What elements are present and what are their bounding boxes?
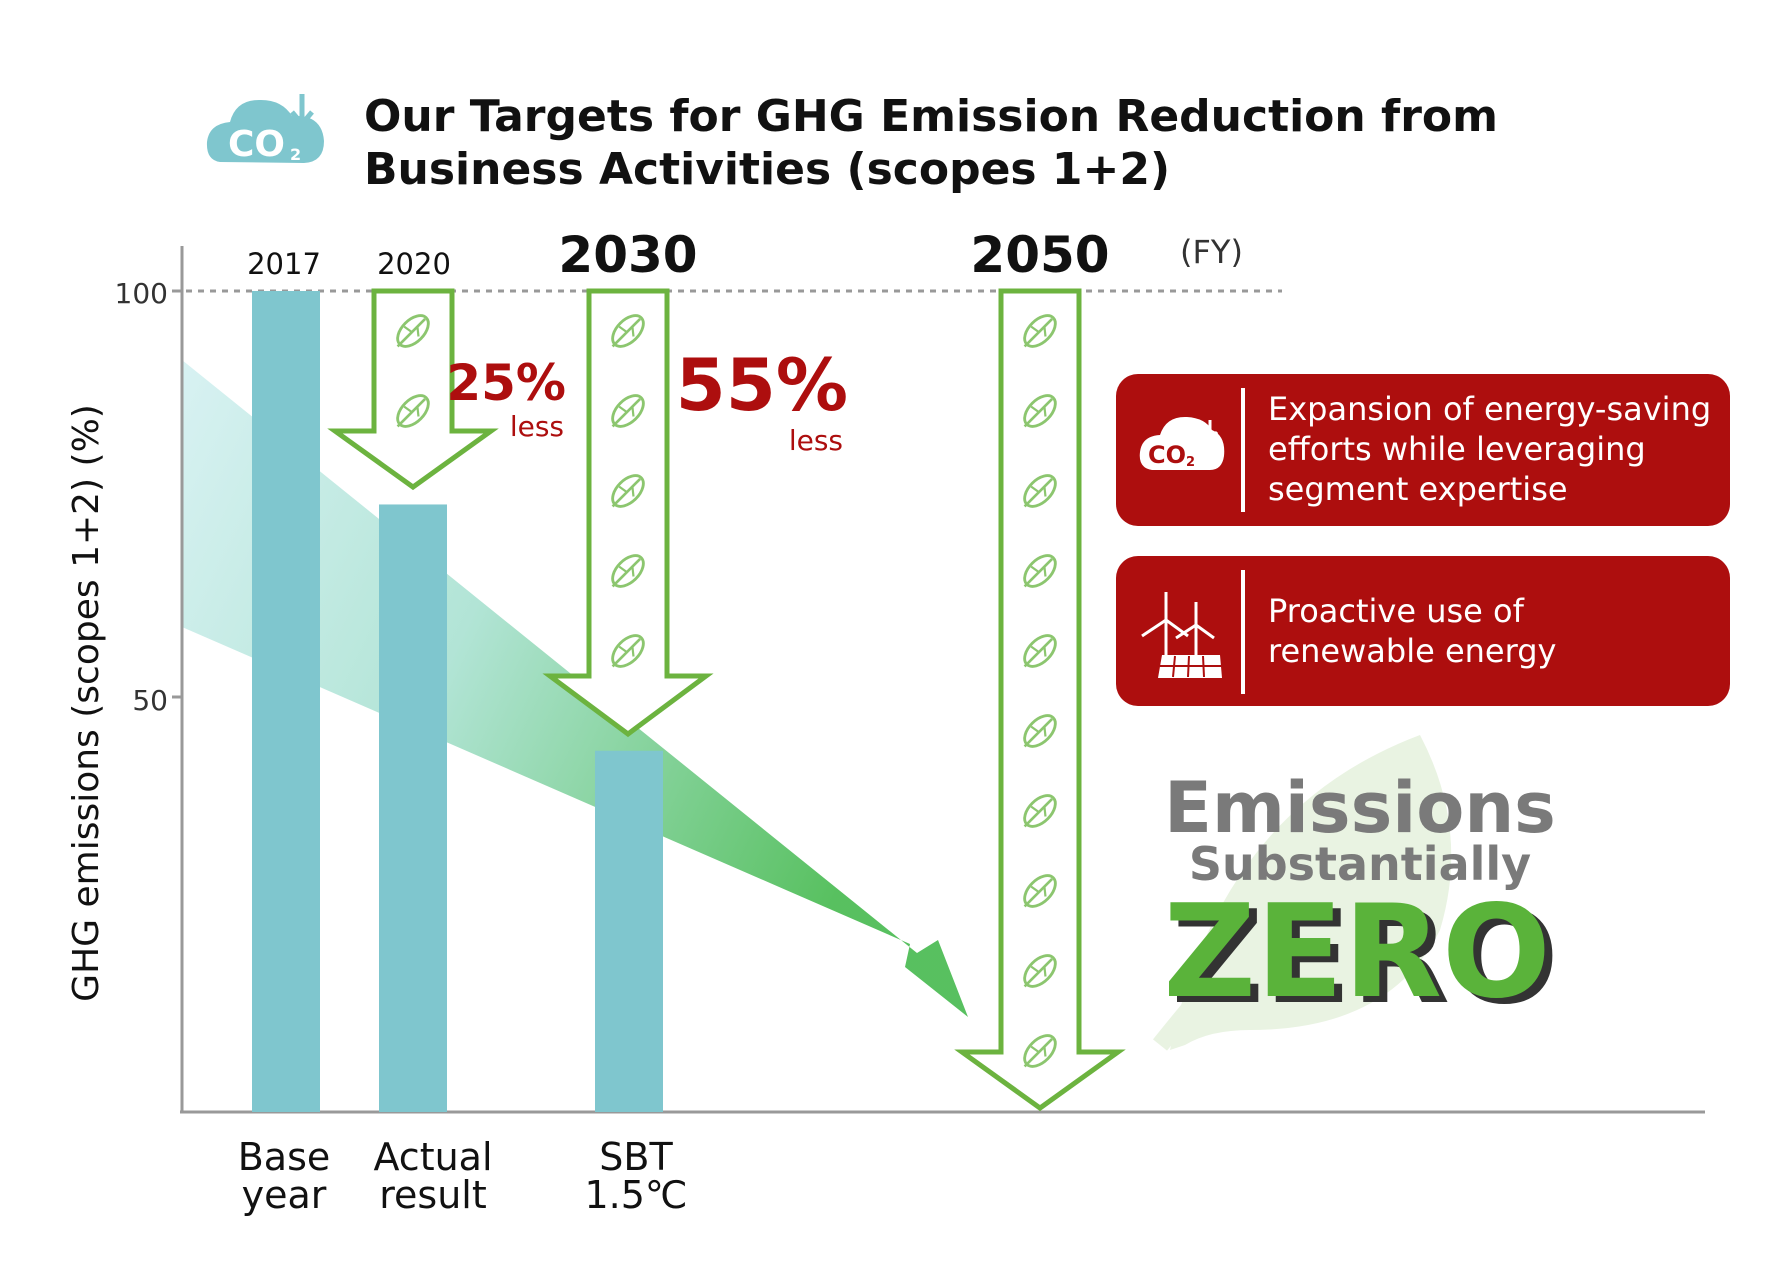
measure-energy-saving-line2: efforts while leveraging [1268, 430, 1646, 468]
co2-cloud-icon: CO 2 [1139, 416, 1225, 470]
bar-2030 [595, 750, 663, 1112]
logo-co2-text: CO [228, 124, 285, 165]
header: CO 2 Our Targets for GHG Emission Reduct… [206, 91, 1498, 195]
reduction-labels: 25% less 55% less [446, 343, 848, 457]
measure-renewable-line2: renewable energy [1268, 632, 1556, 670]
bar-2017 [252, 291, 320, 1112]
year-label-2030: 2030 [558, 226, 697, 284]
reduction-2030-pct: 55% [676, 343, 848, 427]
x-unit-label: (FY) [1180, 233, 1243, 271]
reduction-2020-word: less [510, 410, 564, 443]
leaf-icon [1170, 735, 1452, 1050]
y-tick-50: 50 [132, 684, 168, 717]
year-labels: 2017 2020 2030 2050 [247, 226, 1109, 284]
wind-solar-icon [1141, 592, 1222, 678]
goal-line3-shadow: ZERO [1171, 884, 1559, 1033]
category-label-base-year: Base year [238, 1135, 331, 1217]
arrow-2030 [542, 288, 714, 738]
category-labels: Base year Actual result SBT 1.5℃ [238, 1135, 688, 1217]
year-label-2020: 2020 [377, 247, 451, 281]
reduction-arrows [327, 288, 1126, 1112]
year-label-2050: 2050 [970, 226, 1109, 284]
co2-cloud-icon: CO 2 [206, 94, 324, 165]
page-title-line2: Business Activities (scopes 1+2) [364, 144, 1170, 195]
category-label-actual-result: Actual result [373, 1135, 492, 1217]
svg-text:2: 2 [1186, 455, 1195, 470]
logo-subscript: 2 [290, 145, 301, 164]
bar-group [252, 291, 663, 1113]
y-axis-label: GHG emissions (scopes 1+2) (%) [66, 404, 107, 1002]
measure-renewable-line1: Proactive use of [1268, 592, 1525, 630]
reduction-2030-word: less [789, 424, 843, 457]
goal-text: Emissions Substantially ZERO ZERO [1163, 767, 1559, 1033]
reduction-2020-pct: 25% [446, 354, 566, 412]
goal-line1: Emissions [1164, 767, 1556, 849]
measure-box-energy-saving: CO 2 Expansion of energy-saving efforts … [1116, 374, 1730, 526]
arrow-2020 [327, 288, 499, 491]
measure-energy-saving-line3: segment expertise [1268, 470, 1568, 508]
svg-text:CO: CO [1148, 441, 1186, 469]
bar-2020 [379, 504, 447, 1113]
goal-line2: Substantially [1189, 837, 1531, 891]
measure-box-renewable: Proactive use of renewable energy [1116, 556, 1730, 706]
category-label-sbt: SBT 1.5℃ [584, 1135, 687, 1217]
y-tick-100: 100 [115, 277, 168, 310]
measure-energy-saving-line1: Expansion of energy-saving [1268, 390, 1711, 428]
goal-line3: ZERO [1163, 878, 1551, 1027]
year-label-2017: 2017 [247, 247, 321, 281]
chart-axes: 100 50 GHG emissions (scopes 1+2) (%) (F… [66, 233, 1705, 1114]
page-title-line1: Our Targets for GHG Emission Reduction f… [364, 91, 1498, 142]
arrow-2050 [954, 288, 1126, 1112]
